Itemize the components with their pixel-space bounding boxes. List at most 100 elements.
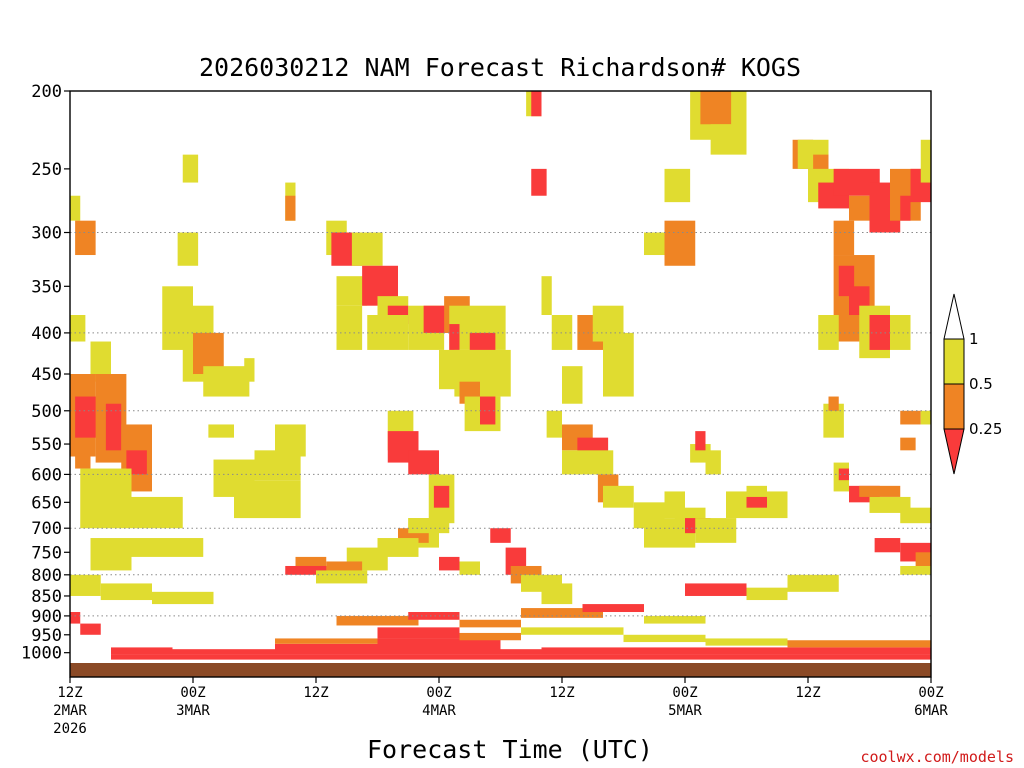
ri-band [459, 632, 521, 641]
ri-cell [182, 154, 199, 183]
y-tick-label: 1000 [21, 644, 62, 664]
y-tick-label: 950 [31, 626, 62, 646]
ri-cell [449, 324, 460, 350]
richardson-cells [70, 91, 931, 660]
ri-cell [546, 410, 562, 438]
x-tick-label: 2MAR [53, 703, 87, 719]
ri-band [787, 640, 931, 648]
ri-cell [900, 507, 931, 524]
ri-cell [336, 305, 363, 350]
ri-cell [152, 591, 214, 605]
ri-cell [874, 538, 901, 553]
ri-cell [838, 468, 849, 481]
ri-cell [833, 220, 855, 256]
x-tick-label: 4MAR [422, 703, 456, 719]
x-tick-label: 00Z [672, 685, 697, 701]
y-tick-label: 500 [31, 402, 62, 422]
ri-cell [439, 556, 460, 571]
ri-cell [433, 485, 450, 508]
ri-band [521, 627, 624, 635]
ri-cell [70, 574, 101, 596]
x-tick-label: 12Z [795, 685, 820, 701]
ri-cell [177, 232, 199, 266]
ri-cell [490, 528, 511, 543]
ri-cell [695, 518, 737, 543]
ri-band [541, 647, 931, 655]
ri-band [623, 634, 706, 643]
x-axis-label: Forecast Time (UTC) [367, 735, 653, 764]
ri-cell [541, 583, 573, 605]
ri-cell [746, 496, 767, 508]
ri-cell [316, 570, 368, 584]
ri-cell [541, 276, 552, 316]
ri-cell [664, 220, 696, 266]
ri-cell [900, 565, 931, 575]
x-tick-label: 2026 [53, 721, 87, 737]
x-tick-label: 12Z [303, 685, 328, 701]
y-tick-label: 300 [31, 224, 62, 244]
y-tick-label: 900 [31, 607, 62, 627]
legend-label: 0.25 [969, 420, 1002, 438]
y-tick-label: 450 [31, 365, 62, 385]
ri-cell [408, 450, 439, 475]
ri-cell [90, 538, 132, 571]
x-tick-label: 00Z [918, 685, 943, 701]
y-tick-label: 350 [31, 277, 62, 297]
legend-label: 1 [969, 330, 979, 348]
ri-band [336, 615, 419, 626]
ri-cell [75, 220, 96, 256]
ri-cell [900, 195, 911, 221]
ri-cell [367, 315, 409, 350]
y-tick-label: 550 [31, 435, 62, 455]
x-tick-label: 5MAR [668, 703, 702, 719]
legend-swatch [943, 383, 965, 430]
ri-cell [920, 139, 931, 183]
ri-cell [75, 450, 91, 469]
x-tick-label: 3MAR [176, 703, 210, 719]
legend-label: 0.5 [969, 375, 993, 393]
ri-cell [208, 424, 234, 438]
ri-band [172, 649, 275, 655]
ri-cell [869, 315, 890, 350]
ri-cell [244, 358, 255, 382]
ri-band [111, 647, 173, 655]
y-axis: 200 250 300 350 400 450 500 550 600 650 700 750 8008… [21, 82, 70, 664]
ri-band [459, 619, 521, 628]
ri-cell [234, 480, 301, 519]
ri-band [500, 649, 542, 655]
plot-frame [69, 90, 932, 678]
ri-band [377, 627, 460, 639]
ri-cell [823, 403, 844, 438]
ri-cell [80, 468, 132, 529]
ri-cell [275, 424, 306, 457]
ri-cell [126, 450, 147, 475]
ri-cell [459, 561, 480, 575]
ri-cell [70, 195, 81, 221]
ri-cell [603, 332, 634, 397]
ri-cell [70, 612, 81, 624]
ri-cell [710, 124, 747, 155]
ri-cell [562, 450, 614, 475]
ri-cell [915, 552, 931, 571]
ri-band [582, 604, 644, 613]
legend-swatch [943, 338, 965, 385]
ri-cell [695, 431, 706, 451]
ri-cell [203, 366, 250, 397]
ri-cell [685, 583, 747, 596]
x-tick-label: 12Z [57, 685, 82, 701]
x-tick-label: 12Z [549, 685, 574, 701]
ri-cell [531, 168, 547, 196]
ri-cell [351, 232, 383, 266]
y-tick-label: 750 [31, 543, 62, 563]
x-axis: 12Z 2MAR 2026 00Z 3MAR 12Z 00Z 4MAR 12Z 00Z 5MAR 12… [53, 677, 948, 737]
ri-cell [408, 518, 450, 534]
y-tick-label: 200 [31, 82, 62, 102]
ri-cell [900, 410, 921, 425]
ri-cell [80, 623, 101, 635]
ri-band [705, 638, 788, 646]
ri-cell [90, 341, 111, 382]
x-tick-label: 00Z [180, 685, 205, 701]
ri-band [408, 612, 460, 620]
ri-cell [469, 332, 496, 350]
